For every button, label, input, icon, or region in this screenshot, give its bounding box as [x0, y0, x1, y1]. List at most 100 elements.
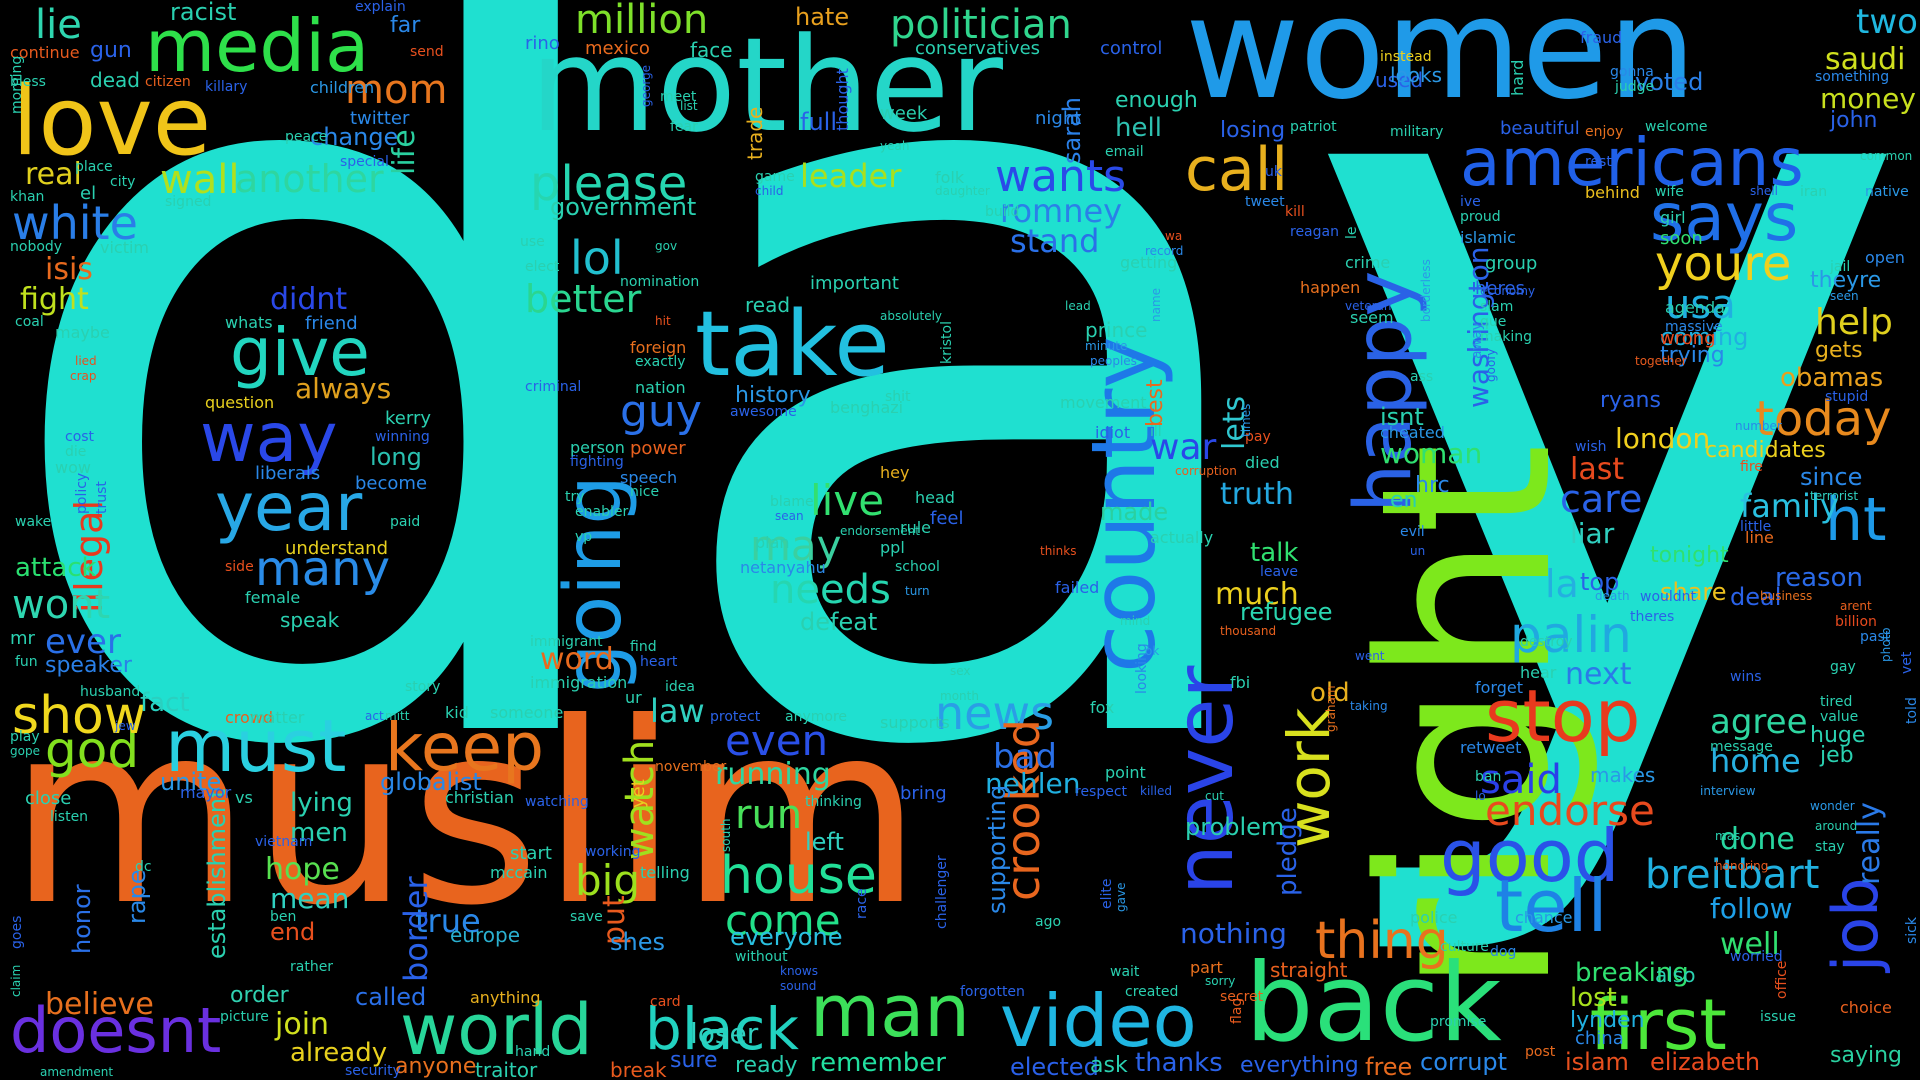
cloud-word: build — [985, 204, 1020, 220]
cloud-word: used — [1375, 68, 1424, 92]
cloud-word: says — [1650, 179, 1799, 256]
cloud-word: keep — [385, 709, 544, 786]
cloud-word: women — [1185, 0, 1697, 131]
cloud-word: wife — [1655, 184, 1684, 200]
cloud-word: play — [10, 729, 40, 745]
cloud-word: nothing — [1180, 917, 1287, 950]
cloud-word: forget — [1475, 678, 1523, 697]
cloud-word: understand — [285, 538, 389, 559]
cloud-word: reason — [1775, 563, 1863, 593]
cloud-word: mccain — [490, 863, 548, 882]
cloud-word: voted — [1635, 68, 1704, 96]
cloud-word: head — [915, 488, 955, 507]
cloud-word: meet — [660, 89, 697, 105]
cloud-word: close — [25, 788, 72, 809]
cloud-word: veteran — [1345, 299, 1392, 313]
cloud-word: really — [1852, 802, 1887, 885]
cloud-word: islam — [1565, 1048, 1629, 1076]
cloud-word: start — [510, 843, 552, 864]
cloud-word: post — [1525, 1044, 1556, 1060]
cloud-word: mom — [345, 67, 448, 113]
cloud-word: race — [854, 888, 870, 919]
cloud-word: past — [1860, 629, 1891, 645]
cloud-word: candidates — [1705, 438, 1826, 463]
cloud-word: vet — [1899, 651, 1915, 674]
cloud-word: heres — [1475, 278, 1525, 299]
cloud-word: liberals — [255, 463, 321, 484]
cloud-word: isis — [45, 252, 93, 287]
cloud-word: behind — [1585, 183, 1640, 202]
cloud-word: true — [415, 902, 481, 940]
cloud-word: list — [680, 99, 698, 113]
cloud-word: wonder — [1810, 799, 1855, 813]
cloud-word: month — [940, 689, 979, 703]
cloud-word: knows — [780, 964, 818, 978]
cloud-word: truth — [1220, 477, 1294, 512]
cloud-word: border — [397, 876, 435, 982]
cloud-word: mother — [530, 9, 1003, 161]
cloud-word: traitor — [475, 1058, 538, 1080]
cloud-word: number — [1735, 419, 1782, 433]
cloud-word: job — [1819, 877, 1892, 972]
cloud-word: gonna — [1610, 64, 1654, 80]
cloud-word: proud — [1460, 209, 1501, 225]
cloud-word: special — [340, 154, 389, 170]
cloud-word: trust — [94, 481, 110, 514]
cloud-word: someone — [490, 703, 564, 722]
cloud-word: trade — [743, 106, 767, 160]
cloud-word: follow — [1710, 892, 1793, 925]
cloud-word: mayor — [180, 783, 232, 802]
cloud-word: folk — [935, 168, 965, 187]
cloud-word: government — [550, 193, 697, 221]
cloud-word: prince — [1085, 318, 1148, 342]
cloud-word: problem — [1185, 813, 1285, 841]
cloud-word: world — [400, 989, 593, 1071]
cloud-word: without — [735, 949, 788, 965]
cloud-word: peoples — [1090, 354, 1137, 368]
cloud-word: khan — [10, 189, 45, 205]
cloud-word: long — [370, 443, 422, 471]
cloud-word: nice — [630, 484, 660, 500]
cloud-word: heart — [640, 654, 678, 670]
cloud-word: supports — [880, 713, 950, 732]
cloud-word: even — [725, 716, 829, 765]
cloud-word: made — [1100, 498, 1169, 526]
cloud-word: london — [1615, 422, 1711, 455]
cloud-word: vietnam — [255, 834, 313, 850]
cloud-word: save — [570, 909, 603, 925]
cloud-word: thought — [833, 68, 852, 131]
cloud-word: theyre — [1810, 268, 1882, 293]
cloud-word: wouldnt — [1640, 589, 1697, 605]
cloud-word: shell — [1750, 184, 1778, 198]
cloud-word: south — [719, 818, 733, 852]
cloud-word: lie — [35, 2, 82, 48]
cloud-word: security — [345, 1063, 401, 1079]
cloud-word: far — [390, 13, 421, 38]
cloud-word: much — [1215, 577, 1299, 612]
cloud-word: nehlen — [985, 767, 1081, 800]
cloud-word: wish — [1575, 439, 1607, 455]
cloud-word: female — [245, 588, 301, 607]
cloud-word: call — [1185, 135, 1289, 205]
cloud-word: ive — [1460, 194, 1481, 210]
cloud-word: home — [1710, 742, 1801, 780]
cloud-word: loser — [690, 1017, 759, 1050]
cloud-word: come — [725, 896, 841, 945]
cloud-word: elected — [1010, 1053, 1099, 1080]
cloud-word: mean — [270, 882, 350, 915]
cloud-word: saying — [1830, 1043, 1902, 1068]
cloud-word: black — [645, 995, 799, 1063]
cloud-word: fear — [670, 119, 698, 135]
cloud-word: yeah — [880, 139, 910, 153]
cloud-word: listen — [50, 809, 89, 825]
cloud-word: peace — [285, 129, 328, 145]
cloud-word: control — [1100, 38, 1163, 59]
cloud-word: rule — [900, 518, 932, 537]
cloud-word: side — [225, 559, 254, 575]
cloud-word: exactly — [635, 354, 686, 370]
cloud-word: family — [1740, 487, 1839, 525]
cloud-word: explain — [355, 0, 406, 15]
cloud-word: free — [1365, 1053, 1413, 1080]
cloud-word: watching — [525, 794, 589, 810]
cloud-word: hard — [1508, 59, 1527, 96]
